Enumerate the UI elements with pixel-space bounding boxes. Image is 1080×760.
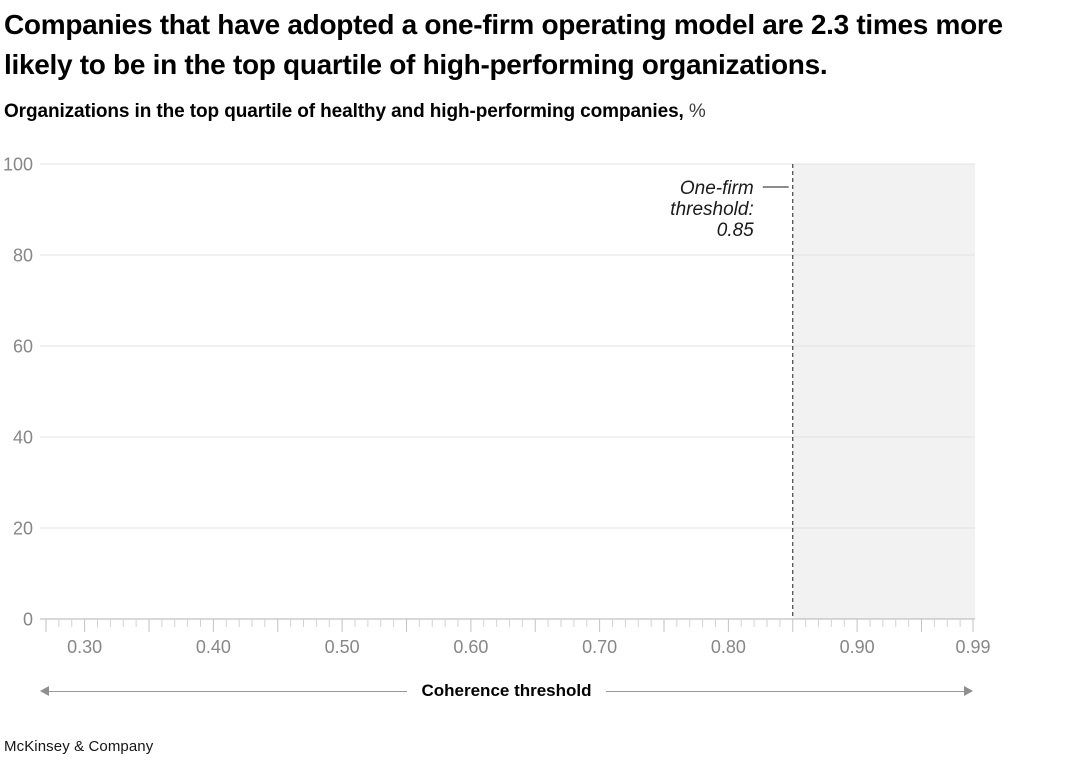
y-tick-label: 60 [13, 337, 33, 357]
x-tick-label: 0.80 [711, 637, 746, 657]
x-tick-label: 0.70 [582, 637, 617, 657]
y-tick-label: 20 [13, 519, 33, 539]
arrow-left-icon [40, 686, 49, 696]
x-axis-title: Coherence threshold [421, 681, 592, 700]
coherence-threshold-chart: 0 20 40 60 80 100 0.30 0.40 0.50 0.60 0.70 0.80 0.90… [3, 155, 991, 658]
arrow-right-icon [964, 686, 974, 696]
x-tick-label: 0.30 [67, 637, 102, 657]
y-tick-label: 40 [13, 428, 33, 448]
y-tick-label: 80 [13, 246, 33, 266]
x-axis-legend: Coherence threshold [40, 681, 974, 701]
x-tick-label: 0.50 [325, 637, 360, 657]
threshold-annotation: One-firm threshold: 0.85 [670, 178, 754, 241]
x-tick-label: 0.90 [840, 637, 875, 657]
chart-subtitle-text: Organizations in the top quartile of hea… [4, 101, 684, 122]
footer-brand: McKinsey & Company [4, 738, 154, 755]
y-tick-label: 100 [3, 155, 33, 175]
x-axis-line-left [49, 690, 408, 692]
x-tick-label: 0.60 [453, 637, 488, 657]
x-axis-line-right [605, 690, 965, 692]
chart-subtitle: Organizations in the top quartile of hea… [4, 101, 1004, 123]
x-tick-label: 0.40 [196, 637, 231, 657]
one-firm-shaded-region [792, 164, 975, 619]
y-tick-label: 0 [23, 610, 33, 630]
x-tick-label: 0.99 [955, 637, 990, 657]
chart-subtitle-unit: % [688, 101, 706, 122]
page-title: Companies that have adopted a one-firm o… [4, 9, 1003, 80]
